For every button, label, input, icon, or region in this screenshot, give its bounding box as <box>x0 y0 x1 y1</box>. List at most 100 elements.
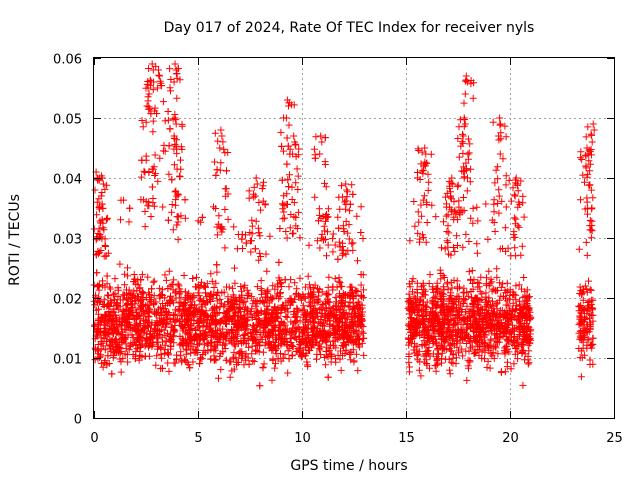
data-point <box>137 296 145 304</box>
data-point <box>144 323 152 331</box>
data-point <box>482 293 490 301</box>
data-point <box>170 276 178 284</box>
data-point <box>242 350 250 358</box>
data-point <box>144 84 152 92</box>
data-point <box>186 335 193 343</box>
data-point <box>296 344 304 352</box>
data-point <box>508 307 516 315</box>
data-point <box>284 347 292 355</box>
data-point <box>170 78 178 86</box>
data-point <box>179 325 187 333</box>
data-point <box>207 324 215 332</box>
data-point <box>113 342 121 350</box>
data-point <box>348 338 356 346</box>
data-point <box>269 282 277 290</box>
data-point <box>114 325 122 333</box>
data-point <box>316 211 323 219</box>
data-point <box>458 167 466 175</box>
data-point <box>277 304 285 312</box>
data-point <box>463 187 471 195</box>
data-point <box>150 277 158 285</box>
data-point <box>283 96 291 104</box>
data-point <box>286 224 294 232</box>
data-point <box>192 283 200 291</box>
data-point <box>447 206 455 214</box>
data-point <box>138 303 146 310</box>
data-point <box>461 296 469 303</box>
data-point <box>582 238 590 246</box>
data-point <box>322 299 330 307</box>
data-point <box>447 358 455 366</box>
data-point <box>323 252 330 260</box>
data-point <box>515 281 523 289</box>
data-point <box>317 304 325 312</box>
data-point <box>286 295 294 303</box>
data-point <box>181 321 189 328</box>
data-point <box>466 358 474 366</box>
data-point <box>305 241 313 249</box>
data-point <box>183 358 191 366</box>
data-point <box>257 277 265 285</box>
data-point <box>482 339 490 347</box>
data-point <box>504 336 511 344</box>
data-point <box>118 322 126 330</box>
data-point <box>454 216 462 224</box>
data-point <box>472 318 480 326</box>
data-point <box>460 328 468 336</box>
data-point <box>588 306 596 314</box>
data-point <box>298 336 306 343</box>
data-point <box>286 334 294 342</box>
data-point <box>158 354 166 362</box>
data-point <box>313 328 320 336</box>
data-point <box>124 358 132 366</box>
data-points <box>90 60 598 390</box>
data-point <box>334 213 342 221</box>
data-point <box>121 281 129 289</box>
data-point <box>142 317 150 325</box>
data-point <box>419 289 427 297</box>
data-point <box>413 286 421 293</box>
data-point <box>170 326 178 334</box>
data-point <box>184 330 192 338</box>
data-point <box>173 192 181 200</box>
data-point <box>305 281 313 289</box>
data-point <box>461 90 469 98</box>
data-point <box>442 335 450 343</box>
data-point <box>177 143 185 151</box>
data-point <box>484 235 492 243</box>
data-point <box>340 310 348 318</box>
data-point <box>141 352 149 360</box>
data-point <box>168 208 176 216</box>
data-point <box>499 313 507 321</box>
data-point <box>203 340 211 347</box>
data-point <box>285 355 293 363</box>
data-point <box>455 327 463 335</box>
data-point <box>187 334 195 342</box>
data-point <box>217 126 225 134</box>
data-point <box>510 312 518 320</box>
data-point <box>354 305 361 313</box>
data-point <box>154 177 162 185</box>
data-point <box>355 304 363 312</box>
data-point <box>438 296 446 303</box>
data-point <box>415 300 423 308</box>
data-point <box>354 314 362 322</box>
data-point <box>205 292 213 300</box>
data-point <box>589 120 597 128</box>
data-point <box>182 306 190 314</box>
data-point <box>473 240 481 248</box>
data-point <box>322 183 330 191</box>
data-point <box>149 128 157 136</box>
data-point <box>585 157 593 165</box>
data-point <box>454 183 462 191</box>
data-point <box>429 326 437 334</box>
data-point <box>250 190 257 198</box>
data-point <box>271 327 279 335</box>
data-point <box>202 322 210 330</box>
data-point <box>511 244 519 252</box>
data-point <box>229 353 237 361</box>
data-point <box>304 334 312 342</box>
data-point <box>220 302 228 310</box>
data-point <box>103 181 111 189</box>
data-point <box>355 318 363 326</box>
